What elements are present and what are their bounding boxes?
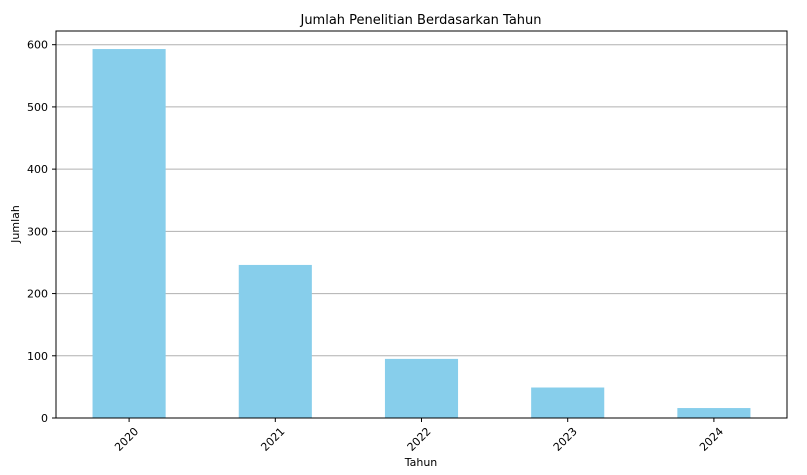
x-tick-label-2024: 2024 xyxy=(697,425,726,454)
x-axis-ticks: 2020 2021 2022 2023 2024 xyxy=(112,418,726,454)
grid-lines xyxy=(56,44,787,419)
bars-group xyxy=(92,49,751,419)
y-axis-ticks: 0 100 200 300 400 500 600 xyxy=(27,39,56,425)
y-tick-label: 600 xyxy=(27,39,48,52)
bar-2023 xyxy=(531,387,605,418)
x-tick-label-2023: 2023 xyxy=(551,425,580,454)
bar-2022 xyxy=(384,358,459,418)
bar-2020 xyxy=(92,49,166,419)
y-tick-label: 300 xyxy=(27,225,48,238)
y-tick-label: 400 xyxy=(27,163,48,176)
x-axis-label: Tahun xyxy=(404,456,438,469)
y-tick-label: 100 xyxy=(27,350,48,363)
bar-2021 xyxy=(238,264,312,418)
x-tick-label-2020: 2020 xyxy=(112,425,141,454)
bar-2024 xyxy=(677,408,751,418)
y-axis-label: Jumlah xyxy=(9,205,22,244)
chart-title: Jumlah Penelitian Berdasarkan Tahun xyxy=(299,13,541,28)
y-tick-label: 0 xyxy=(41,412,48,425)
y-tick-label: 500 xyxy=(27,101,48,114)
x-tick-label-2021: 2021 xyxy=(258,425,287,454)
y-tick-label: 200 xyxy=(27,288,48,301)
x-tick-label-2022: 2022 xyxy=(405,425,434,454)
